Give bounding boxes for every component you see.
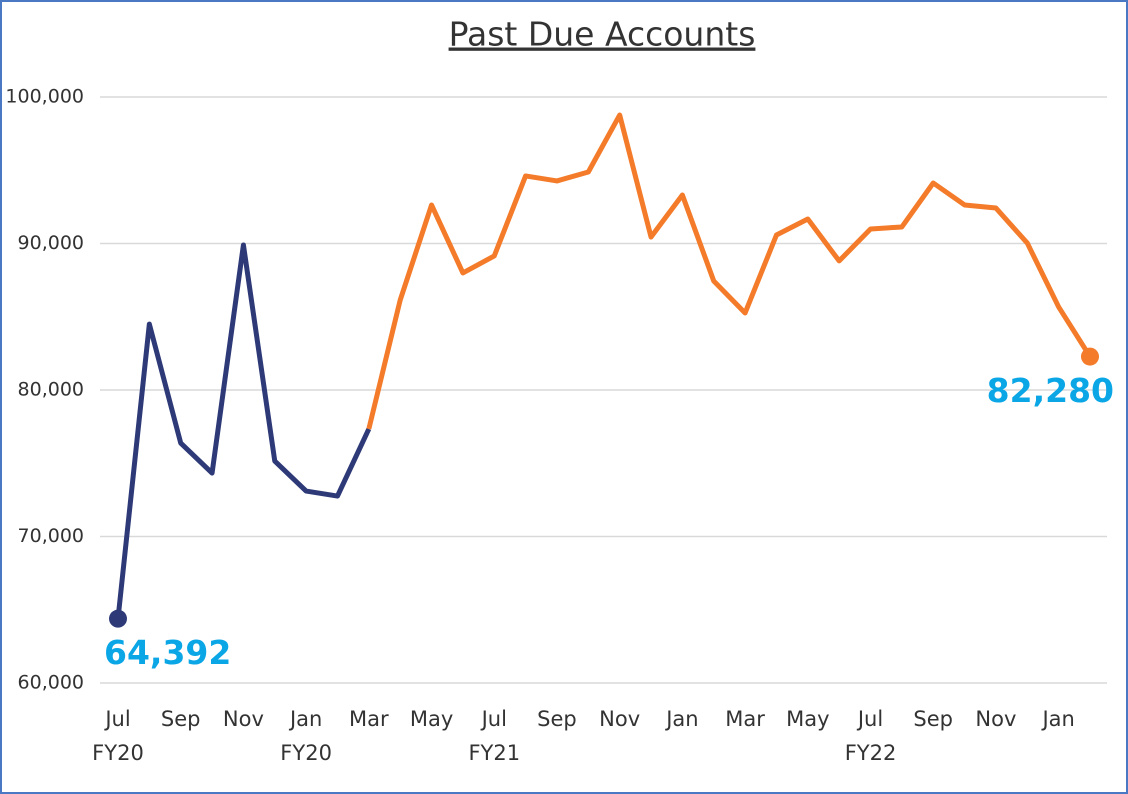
y-tick-label: 60,000	[18, 672, 84, 694]
x-group-label: FY21	[468, 741, 520, 765]
end-marker	[109, 609, 127, 628]
x-tick-label: Sep	[161, 707, 201, 731]
x-tick-label: Mar	[349, 707, 389, 731]
x-tick-label: Mar	[725, 707, 765, 731]
x-group-label: FY22	[845, 741, 897, 765]
chart-title: Past Due Accounts	[449, 15, 756, 54]
x-group-label: FY20	[280, 741, 332, 765]
data-label: 82,280	[987, 371, 1114, 410]
x-tick-label: Sep	[913, 707, 953, 731]
x-tick-label: Jul	[856, 707, 883, 731]
y-tick-label: 70,000	[18, 525, 84, 547]
x-group-label: FY20	[92, 741, 144, 765]
x-tick-label: Nov	[975, 707, 1016, 731]
x-tick-label: May	[786, 707, 829, 731]
x-tick-label: Jul	[480, 707, 507, 731]
x-tick-label: Jul	[103, 707, 130, 731]
x-tick-label: Jan	[288, 707, 322, 731]
line-series	[115, 242, 372, 619]
y-tick-label: 100,000	[5, 86, 84, 108]
x-tick-label: Jan	[1040, 707, 1074, 731]
line-series	[366, 112, 1093, 430]
end-marker	[1081, 347, 1099, 366]
x-tick-label: Jan	[664, 707, 698, 731]
x-tick-label: Nov	[223, 707, 264, 731]
data-label: 64,392	[104, 633, 231, 672]
x-tick-label: Sep	[537, 707, 577, 731]
x-tick-label: Nov	[599, 707, 640, 731]
y-tick-label: 80,000	[18, 379, 84, 401]
x-tick-label: May	[410, 707, 453, 731]
y-tick-label: 90,000	[18, 232, 84, 254]
